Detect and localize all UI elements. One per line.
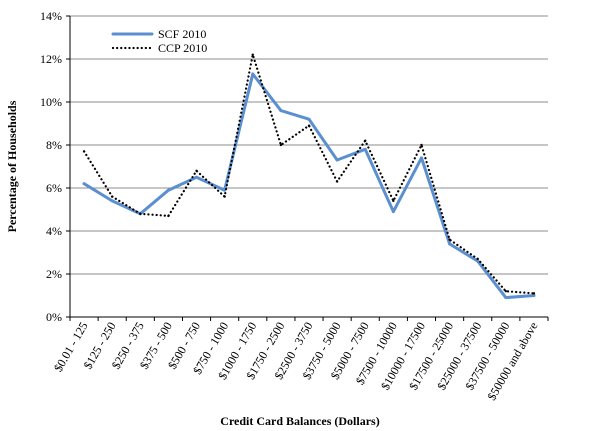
series-lines [82,53,536,300]
y-tick-label: 0% [46,310,62,324]
data-point [110,195,114,198]
data-point [251,72,255,76]
data-point [476,259,480,263]
data-point [391,210,395,214]
y-axis-title: Percentage of Households [5,100,19,232]
y-tick-label: 12% [40,52,62,66]
data-point [307,117,311,121]
gridlines [70,15,548,275]
data-point [392,199,395,203]
data-point [251,53,254,56]
x-axis-ticks: $0.01 - 125$125 - 250$250 - 375$375 - 50… [51,317,549,403]
data-point [532,292,536,295]
data-point [419,156,423,160]
legend-label-ccp-2010: CCP 2010 [158,41,207,55]
data-point [504,290,508,293]
data-point [363,147,367,151]
data-point [279,109,283,113]
y-tick-label: 2% [46,267,62,281]
data-point [166,188,170,192]
data-point [307,124,311,127]
data-point [448,238,451,241]
legend: SCF 2010 CCP 2010 [111,27,207,55]
data-point [82,182,86,186]
data-point [448,242,452,246]
y-tick-label: 8% [46,138,62,152]
data-point [82,150,86,153]
data-point [504,296,508,300]
plot-area [70,16,548,317]
data-point [195,169,198,172]
data-point [167,214,170,218]
y-axis-ticks: 0% 2% 4% 6% 8% 10% 12% 14% [40,9,70,324]
data-point [279,143,283,147]
data-point [420,143,423,147]
y-tick-label: 6% [46,181,62,195]
data-point [335,180,339,183]
y-tick-label: 4% [46,224,62,238]
y-tick-label: 10% [40,95,62,109]
data-point [223,195,226,198]
data-point [139,212,142,215]
data-point [335,158,339,162]
data-point [476,257,479,261]
data-point [532,294,536,297]
y-tick-label: 14% [40,9,62,23]
legend-label-scf-2010: SCF 2010 [158,27,206,41]
x-axis-title: Credit Card Balances (Dollars) [220,414,379,428]
data-point [110,199,114,203]
data-point [195,175,199,179]
data-point [364,139,367,142]
